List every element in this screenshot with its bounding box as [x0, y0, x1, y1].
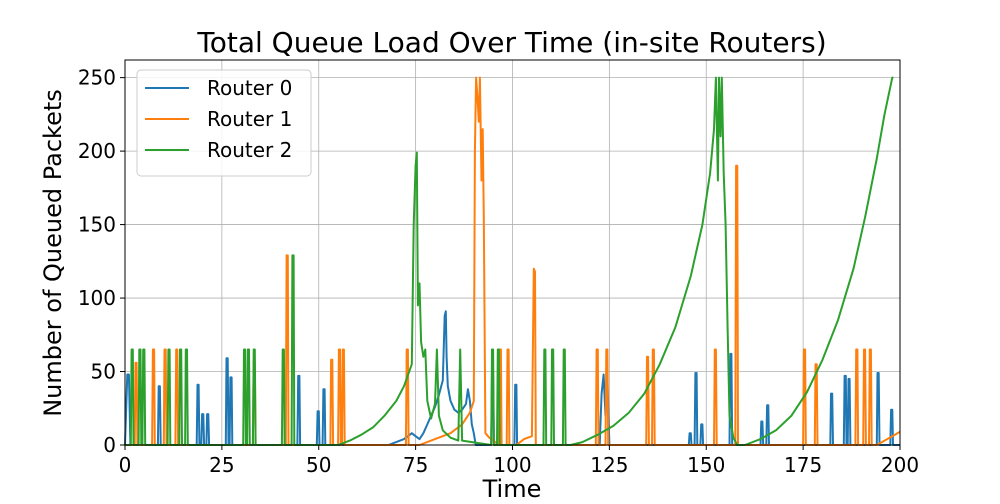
x-tick-label: 100: [493, 453, 531, 477]
y-tick-label: 200: [78, 139, 116, 163]
legend-label-router-2: Router 2: [207, 138, 292, 162]
y-tick-label: 150: [78, 213, 116, 237]
y-tick-label: 0: [103, 433, 116, 457]
legend-label-router-1: Router 1: [207, 107, 292, 131]
y-tick-label: 250: [78, 66, 116, 90]
x-tick-label: 25: [209, 453, 234, 477]
x-tick-label: 125: [590, 453, 628, 477]
y-tick-label: 50: [91, 360, 116, 384]
legend: Router 0 Router 1 Router 2: [136, 69, 312, 177]
axis-ticks: 0 25 50 75 100 125 150 175 200 0 50 100 150 200 250: [78, 66, 919, 477]
x-tick-label: 150: [687, 453, 725, 477]
x-tick-label: 0: [119, 453, 132, 477]
x-tick-label: 175: [784, 453, 822, 477]
x-axis-label: Time: [482, 475, 542, 500]
chart-title: Total Queue Load Over Time (in-site Rout…: [196, 26, 826, 59]
legend-label-router-0: Router 0: [207, 76, 292, 100]
y-axis-label: Number of Queued Packets: [39, 89, 67, 417]
x-tick-label: 50: [306, 453, 331, 477]
x-tick-label: 200: [881, 453, 919, 477]
x-tick-label: 75: [403, 453, 428, 477]
y-tick-label: 100: [78, 286, 116, 310]
